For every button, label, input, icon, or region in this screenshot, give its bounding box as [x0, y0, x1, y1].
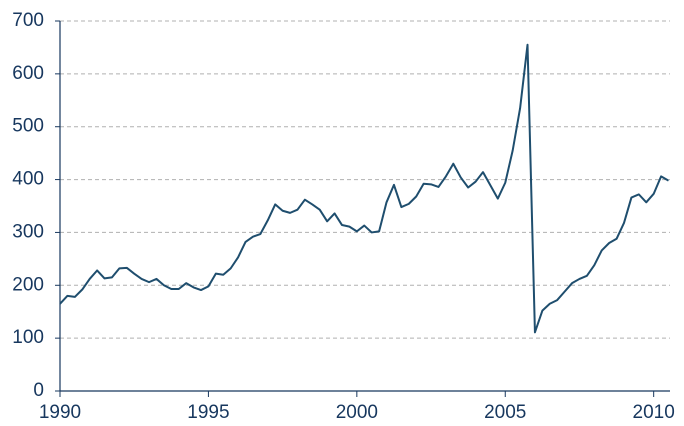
x-tick-label: 2000	[336, 402, 378, 423]
y-tick-label: 400	[12, 169, 44, 190]
y-tick-label: 600	[12, 63, 44, 84]
x-tick-label: 1995	[187, 402, 229, 423]
y-tick-label: 100	[12, 327, 44, 348]
x-tick-label: 1990	[39, 402, 81, 423]
y-tick-label: 500	[12, 116, 44, 137]
x-tick-label: 2005	[484, 402, 526, 423]
x-tick-label: 2010	[633, 402, 675, 423]
y-tick-label: 0	[33, 380, 44, 401]
y-tick-label: 700	[12, 10, 44, 31]
data-line	[59, 43, 670, 334]
y-tick-label: 200	[12, 274, 44, 295]
y-tick-label: 300	[12, 221, 44, 242]
